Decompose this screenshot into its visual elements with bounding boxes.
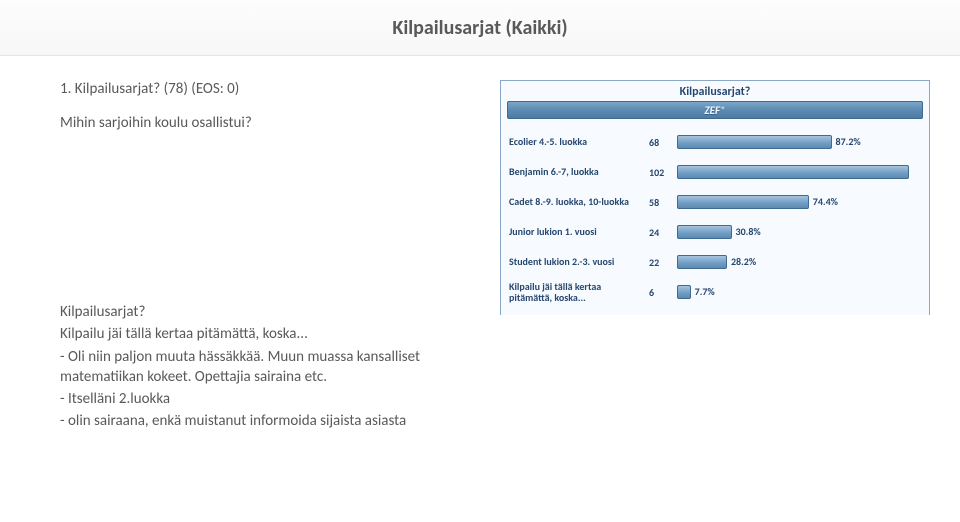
chart-bar	[677, 255, 727, 269]
chart-bar-area: 28.2%	[677, 253, 921, 271]
chart-row-pct: 7.7%	[695, 283, 715, 301]
notes-block: Kilpailusarjat? Kilpailu jäi tällä kerta…	[60, 302, 480, 432]
notes-bullet2: - Itselläni 2.luokka	[60, 389, 480, 409]
chart-row-pct: 74.4%	[813, 193, 838, 211]
chart-row-pct: 28.2%	[731, 253, 756, 271]
page-body: 1. Kilpailusarjat? (78) (EOS: 0) Mihin s…	[0, 56, 960, 434]
chart-bar	[677, 225, 732, 239]
chart-row: Ecolier 4.-5. luokka68 87.2%	[509, 127, 921, 157]
chart-row: Student lukion 2.-3. vuosi22 28.2%	[509, 247, 921, 277]
question-subtitle: Mihin sarjoihin koulu osallistui?	[60, 114, 480, 132]
question-title: 1. Kilpailusarjat? (78) (EOS: 0)	[60, 80, 480, 98]
chart-row-count: 24	[649, 226, 677, 239]
chart-bar-area: 30.8%	[677, 223, 921, 241]
chart-row-count: 58	[649, 196, 677, 209]
chart-row-count: 102	[649, 166, 677, 179]
chart-bar	[677, 135, 832, 149]
chart-row-label: Kilpailu jäi tällä kertaa pitämättä, kos…	[509, 281, 649, 304]
brand-bar: ZEF ®	[507, 101, 923, 119]
chart-row-label: Ecolier 4.-5. luokka	[509, 136, 649, 148]
chart-row: Junior lukion 1. vuosi24 30.8%	[509, 217, 921, 247]
chart-row-label: Benjamin 6.-7, luokka	[509, 166, 649, 178]
notes-bullet3: - olin sairaana, enkä muistanut informoi…	[60, 411, 480, 431]
chart-row-count: 68	[649, 136, 677, 149]
notes-bullet1: - Oli niin paljon muuta hässäkkää. Muun …	[60, 347, 480, 388]
chart-row-pct: 30.8%	[736, 223, 761, 241]
spacer	[60, 132, 480, 302]
chart-bar	[677, 285, 691, 299]
notes-line1: Kilpailu jäi tällä kertaa pitämättä, kos…	[60, 324, 480, 344]
chart-row: Kilpailu jäi tällä kertaa pitämättä, kos…	[509, 277, 921, 307]
chart-row: Benjamin 6.-7, luokka102	[509, 157, 921, 187]
chart-row-label: Junior lukion 1. vuosi	[509, 226, 649, 238]
notes-heading: Kilpailusarjat?	[60, 302, 480, 322]
chart-row-count: 22	[649, 256, 677, 269]
left-column: 1. Kilpailusarjat? (78) (EOS: 0) Mihin s…	[60, 80, 480, 434]
chart-bar	[677, 195, 809, 209]
chart-bar-area: 87.2%	[677, 133, 921, 151]
chart-row: Cadet 8.-9. luokka, 10-luokka58 74.4%	[509, 187, 921, 217]
chart-bar	[677, 165, 909, 179]
chart-bar-area: 7.7%	[677, 283, 921, 301]
chart-row-label: Cadet 8.-9. luokka, 10-luokka	[509, 196, 649, 208]
chart-bar-area: 74.4%	[677, 193, 921, 211]
chart-bar-area	[677, 163, 921, 181]
chart-row-label: Student lukion 2.-3. vuosi	[509, 256, 649, 268]
chart-row-count: 6	[649, 286, 677, 299]
chart-box: Kilpailusarjat? ZEF ® Ecolier 4.-5. luok…	[500, 80, 930, 315]
chart-container: Kilpailusarjat? ZEF ® Ecolier 4.-5. luok…	[500, 80, 930, 434]
chart-title: Kilpailusarjat?	[501, 81, 929, 101]
chart-rows: Ecolier 4.-5. luokka68 87.2% Benjamin 6.-7…	[501, 125, 929, 309]
brand-label: ZEF	[704, 104, 720, 117]
chart-row-pct: 87.2%	[836, 133, 861, 151]
page-root: { "header": { "title": "Kilpailusarjat (…	[0, 0, 960, 522]
page-title: Kilpailusarjat (Kaikki)	[392, 16, 567, 40]
page-header: Kilpailusarjat (Kaikki)	[0, 0, 960, 56]
